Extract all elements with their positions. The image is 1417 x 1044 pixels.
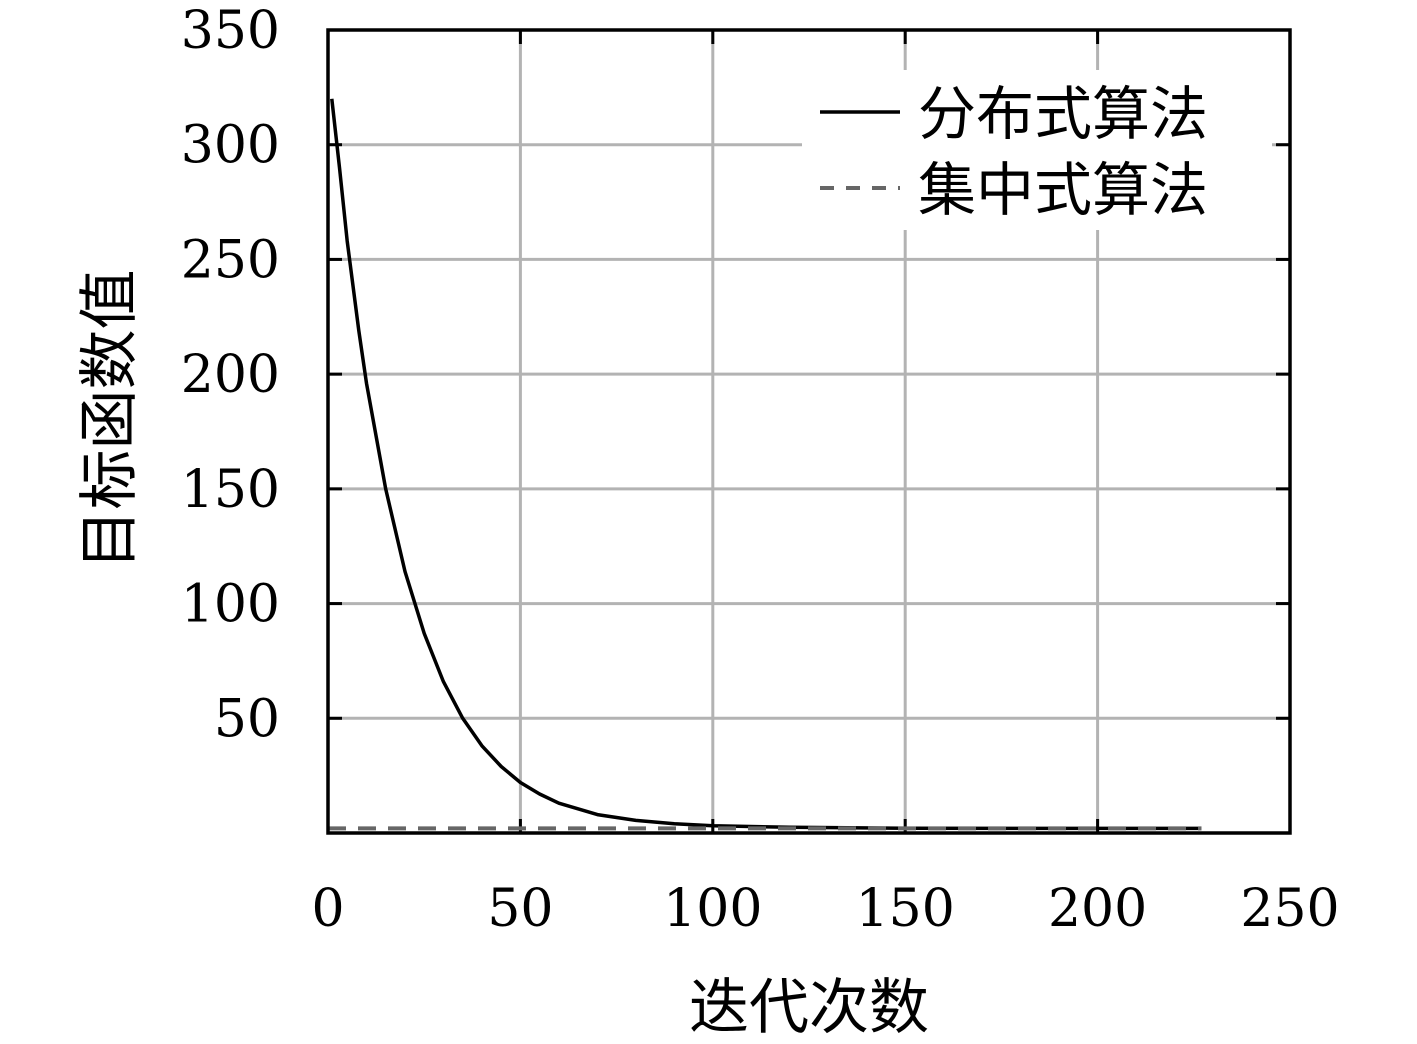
x-tick-label: 50	[487, 879, 553, 939]
x-tick-label: 100	[663, 879, 762, 939]
legend-box	[802, 70, 1272, 230]
x-tick-label: 0	[311, 879, 344, 939]
y-tick-label: 50	[214, 689, 280, 749]
y-tick-label: 350	[181, 1, 280, 61]
y-tick-label: 300	[181, 116, 280, 176]
tick-labels: 0 50 100 150 200 250 50 100 150 200 250 300 350	[181, 1, 1340, 939]
y-tick-label: 250	[181, 230, 280, 290]
y-tick-label: 200	[181, 345, 280, 405]
y-tick-label: 100	[181, 575, 280, 635]
x-tick-label: 250	[1240, 879, 1339, 939]
plot-series	[328, 98, 1202, 831]
legend-entry-label: 分布式算法	[918, 80, 1208, 148]
y-axis-label: 目标函数值	[75, 270, 145, 570]
y-tick-label: 150	[181, 460, 280, 520]
x-axis-label: 迭代次数	[689, 973, 929, 1043]
plot-frame	[326, 28, 1292, 835]
legend-entry-label: 集中式算法	[918, 156, 1208, 224]
axis-ticks	[328, 30, 1290, 833]
x-tick-label: 150	[856, 879, 955, 939]
x-tick-label: 200	[1048, 879, 1147, 939]
